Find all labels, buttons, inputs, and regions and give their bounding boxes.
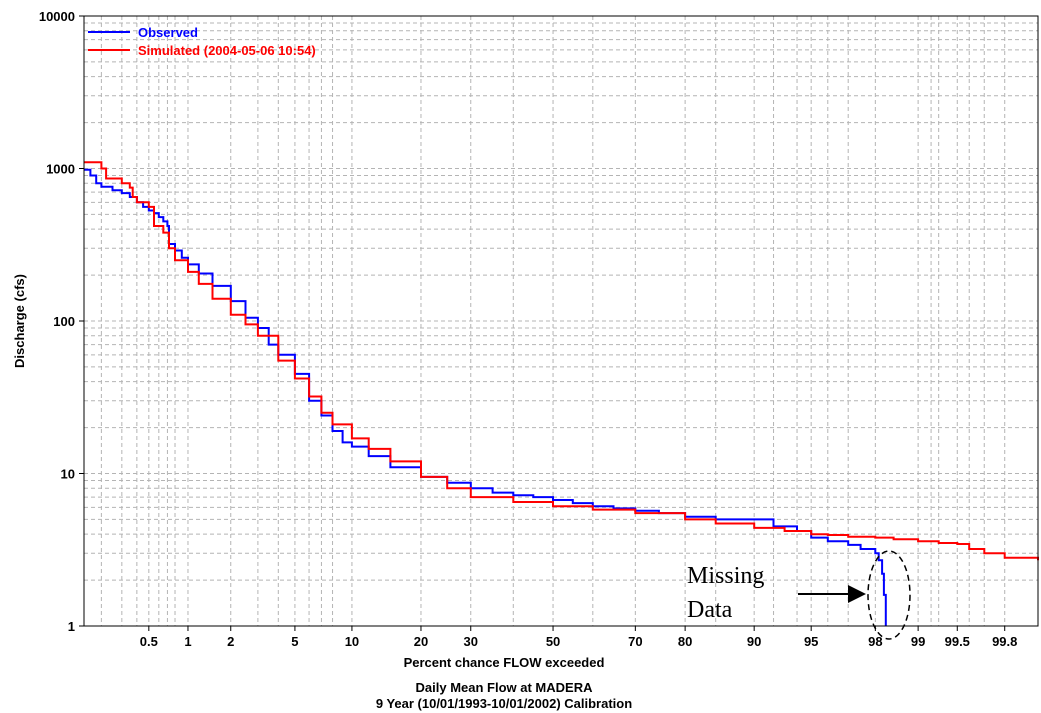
x-tick-label: 99.8 <box>992 634 1017 649</box>
x-tick-label: 99 <box>911 634 925 649</box>
x-tick-label: 10 <box>345 634 359 649</box>
tick-labels: 0.5 1 2 5 10 20 30 50 70 80 90 95 98 99 99.5 99.8 1 10 100… <box>39 9 1018 649</box>
legend-label-observed: Observed <box>138 25 198 40</box>
y-axis-label: Discharge (cfs) <box>12 274 27 368</box>
y-tick-label: 100 <box>53 314 75 329</box>
y-tick-label: 10 <box>61 467 75 482</box>
annotation-text-line-1: Missing <box>687 563 764 589</box>
x-tick-label: 0.5 <box>140 634 158 649</box>
x-tick-label: 2 <box>227 634 234 649</box>
annotation-ellipse <box>867 550 911 640</box>
x-tick-label: 20 <box>414 634 428 649</box>
x-tick-label: 30 <box>464 634 478 649</box>
x-tick-label: 90 <box>747 634 761 649</box>
x-tick-label: 99.5 <box>945 634 970 649</box>
x-axis-label: Percent chance FLOW exceeded <box>404 655 605 670</box>
annotation-arrow-head <box>848 585 866 603</box>
x-tick-label: 50 <box>546 634 560 649</box>
y-tick-label: 1 <box>68 619 75 634</box>
simulated-series-line <box>84 161 1039 561</box>
legend: Observed Simulated (2004-05-06 10:54) <box>88 25 316 58</box>
x-tick-label: 80 <box>678 634 692 649</box>
observed-series-line <box>84 168 887 626</box>
x-tick-label: 95 <box>804 634 818 649</box>
series-layer <box>84 161 1039 626</box>
x-tick-label: 98 <box>868 634 882 649</box>
x-tick-label: 1 <box>184 634 191 649</box>
x-tick-label: 70 <box>628 634 642 649</box>
chart-title: Daily Mean Flow at MADERA <box>416 680 594 695</box>
x-tick-label: 5 <box>291 634 298 649</box>
annotation-text-line-2: Data <box>687 597 733 623</box>
chart-subtitle: 9 Year (10/01/1993-10/01/2002) Calibrati… <box>376 696 632 711</box>
missing-data-annotation: Missing Data <box>687 550 911 640</box>
legend-label-simulated: Simulated (2004-05-06 10:54) <box>138 43 316 58</box>
y-tick-label: 10000 <box>39 9 75 24</box>
y-tick-label: 1000 <box>46 162 75 177</box>
grid-lines <box>84 16 1038 626</box>
